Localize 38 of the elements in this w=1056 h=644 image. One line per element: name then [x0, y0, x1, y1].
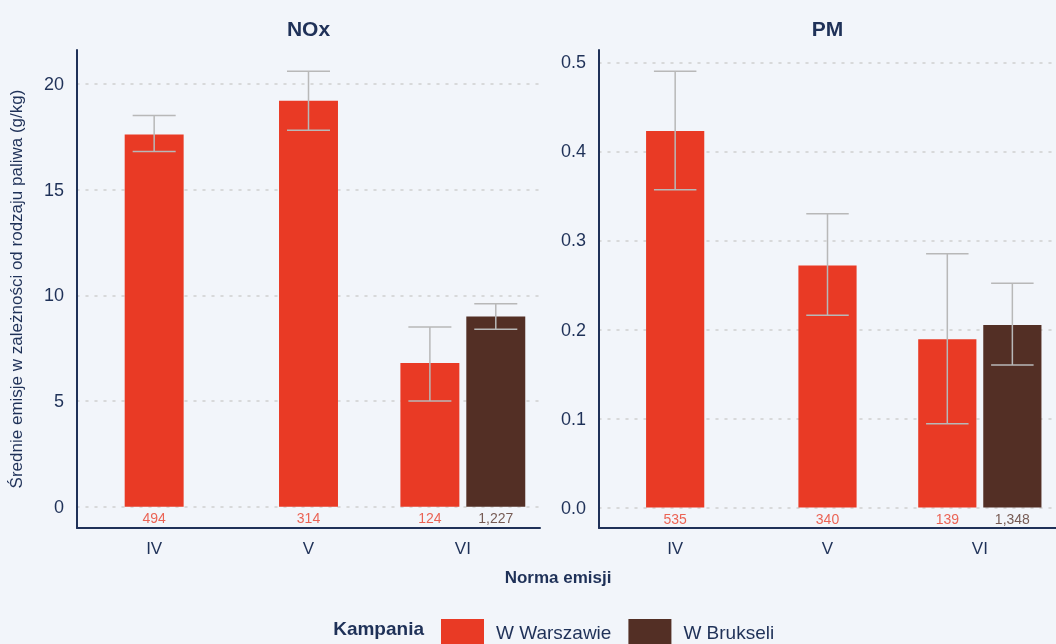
x-tick-label: IV [146, 539, 163, 558]
chart-title: PM [811, 16, 844, 40]
y-axis-title: Średnie emisje w zależności od rodzaju paliwa (g/kg) [7, 89, 26, 489]
annotation: 124 [418, 509, 442, 526]
annotation: 314 [296, 509, 321, 526]
x-tick-label: V [821, 539, 834, 558]
bar [646, 131, 705, 508]
legend-title: Kampania [333, 617, 425, 639]
y-tick-label: 0.4 [560, 141, 586, 162]
annotation: 139 [935, 510, 960, 527]
bar [918, 339, 977, 508]
bar [983, 325, 1042, 508]
y-tick-label: 0.0 [560, 497, 586, 518]
legend-label: W Brukseli [683, 621, 775, 643]
bar [124, 134, 184, 507]
y-tick-label: 15 [43, 179, 64, 200]
x-axis-title: Norma emisji [504, 567, 612, 587]
bar [466, 316, 526, 507]
annotation: 1,348 [994, 510, 1031, 527]
y-tick-label: 10 [43, 285, 64, 306]
x-tick-label: IV [667, 539, 684, 558]
annotation: 535 [663, 510, 688, 527]
y-tick-label: 5 [53, 391, 64, 412]
chart-title: NOx [286, 16, 331, 40]
y-tick-label: 0 [53, 496, 64, 517]
legend-label: W Warszawie [496, 621, 612, 643]
y-tick-label: 0.2 [560, 319, 586, 340]
y-tick-label: 0.3 [560, 230, 586, 251]
y-tick-label: 0.1 [560, 408, 586, 429]
annotation: 1,227 [478, 509, 514, 526]
x-tick-label: V [302, 539, 315, 558]
annotation: 494 [142, 509, 167, 526]
x-tick-label: VI [971, 539, 988, 558]
annotation: 340 [815, 510, 840, 527]
y-tick-label: 20 [43, 73, 64, 94]
x-tick-label: VI [454, 539, 471, 558]
bar [400, 363, 460, 507]
y-tick-label: 0.5 [560, 52, 586, 73]
